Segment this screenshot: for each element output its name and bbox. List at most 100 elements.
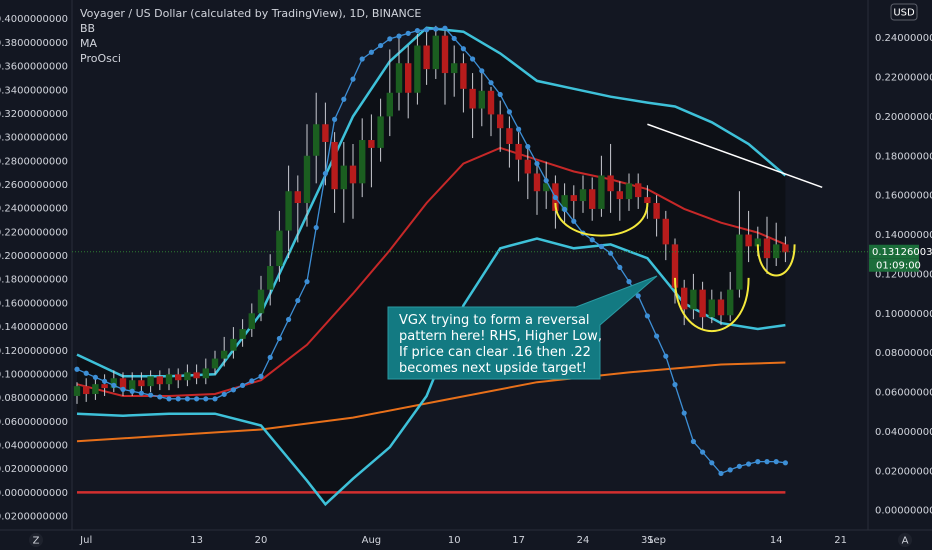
legend-item-prososci[interactable]: ProOsci bbox=[80, 52, 121, 65]
candle[interactable] bbox=[699, 281, 706, 330]
candle[interactable] bbox=[119, 372, 127, 396]
candle[interactable] bbox=[414, 33, 421, 105]
right-price-axis[interactable]: 0.24000000 0.22000000 0.20000000 0.18000000… bbox=[875, 33, 932, 517]
callout-note[interactable]: VGX trying to form a reversal pattern he… bbox=[387, 275, 658, 380]
candle[interactable] bbox=[230, 327, 237, 359]
candle[interactable] bbox=[432, 25, 439, 79]
candle[interactable] bbox=[276, 210, 283, 282]
candle[interactable] bbox=[331, 132, 338, 213]
prososci-dot bbox=[525, 144, 531, 150]
candle[interactable] bbox=[147, 370, 154, 393]
candle[interactable] bbox=[101, 374, 108, 396]
candle[interactable] bbox=[616, 181, 623, 221]
candle[interactable] bbox=[717, 291, 725, 326]
prososci-dot bbox=[497, 91, 503, 98]
candle-body bbox=[395, 63, 403, 93]
drawing-annotations[interactable] bbox=[554, 123, 823, 332]
candle[interactable] bbox=[248, 303, 255, 337]
candle[interactable] bbox=[138, 372, 145, 393]
candle[interactable] bbox=[515, 132, 522, 182]
candle[interactable] bbox=[570, 185, 577, 219]
candle[interactable] bbox=[607, 143, 614, 213]
prososci-dot bbox=[249, 378, 255, 384]
prososci-dot bbox=[460, 46, 466, 52]
candle[interactable] bbox=[681, 279, 688, 326]
candle[interactable] bbox=[83, 378, 90, 402]
legend-item-bb[interactable]: BB bbox=[80, 22, 95, 35]
candle[interactable] bbox=[202, 358, 209, 385]
right-shoulder-arc[interactable] bbox=[756, 244, 796, 277]
candle[interactable] bbox=[294, 175, 301, 243]
candle[interactable] bbox=[708, 289, 715, 324]
left-tick-label: 0.2400000000 bbox=[0, 204, 68, 215]
resistance-trendline[interactable] bbox=[647, 123, 823, 188]
candle[interactable] bbox=[441, 29, 449, 105]
candle[interactable] bbox=[644, 185, 651, 219]
candle[interactable] bbox=[460, 53, 467, 113]
legend-item-ma[interactable]: MA bbox=[80, 37, 97, 50]
candle[interactable] bbox=[478, 73, 485, 127]
candle[interactable] bbox=[349, 143, 357, 219]
candle[interactable] bbox=[662, 210, 669, 261]
candle[interactable] bbox=[257, 275, 265, 322]
candle[interactable] bbox=[175, 368, 182, 389]
candle[interactable] bbox=[690, 273, 697, 320]
candle[interactable] bbox=[267, 254, 274, 306]
candle[interactable] bbox=[451, 45, 458, 97]
candle[interactable] bbox=[469, 73, 476, 139]
candle[interactable] bbox=[395, 33, 403, 111]
auto-scale-icon[interactable]: A bbox=[898, 533, 912, 547]
candle[interactable] bbox=[635, 173, 642, 209]
candle[interactable] bbox=[156, 370, 163, 391]
candle[interactable] bbox=[543, 161, 550, 209]
candle-body bbox=[331, 141, 338, 190]
candle[interactable] bbox=[727, 271, 734, 322]
candle[interactable] bbox=[377, 98, 384, 162]
candle[interactable] bbox=[598, 155, 605, 217]
candle[interactable] bbox=[579, 175, 587, 213]
candle[interactable] bbox=[745, 210, 752, 263]
candle[interactable] bbox=[423, 29, 430, 85]
candle[interactable] bbox=[487, 86, 495, 137]
candle[interactable] bbox=[497, 100, 504, 152]
currency-badge[interactable]: USD bbox=[890, 3, 918, 21]
candle[interactable] bbox=[773, 222, 780, 267]
candle[interactable] bbox=[285, 165, 292, 259]
candle[interactable] bbox=[313, 92, 320, 184]
left-price-axis[interactable]: 0.4000000000 0.3800000000 0.3600000000 0.34… bbox=[0, 14, 68, 522]
candle[interactable] bbox=[506, 116, 513, 168]
candle[interactable] bbox=[92, 376, 99, 400]
candle[interactable] bbox=[625, 173, 633, 211]
candle[interactable] bbox=[359, 118, 366, 198]
head-arc[interactable] bbox=[674, 277, 750, 332]
candlesticks[interactable] bbox=[73, 25, 789, 404]
candle[interactable] bbox=[303, 124, 311, 227]
candle-body bbox=[138, 380, 145, 387]
candle[interactable] bbox=[524, 147, 531, 200]
candle[interactable] bbox=[386, 49, 393, 137]
candle[interactable] bbox=[736, 191, 743, 298]
timezone-z-icon[interactable]: Z bbox=[29, 533, 43, 547]
candle[interactable] bbox=[211, 350, 219, 375]
left-shoulder-arc[interactable] bbox=[554, 202, 649, 237]
candle[interactable] bbox=[193, 364, 200, 385]
candle-body bbox=[717, 299, 725, 316]
candle[interactable] bbox=[73, 382, 81, 404]
candle[interactable] bbox=[533, 165, 541, 215]
candle[interactable] bbox=[405, 45, 412, 119]
candle[interactable] bbox=[340, 141, 347, 223]
candle[interactable] bbox=[165, 368, 173, 391]
candle[interactable] bbox=[763, 216, 771, 274]
candle[interactable] bbox=[184, 364, 191, 387]
candle[interactable] bbox=[782, 236, 789, 263]
candle[interactable] bbox=[239, 319, 246, 347]
candle[interactable] bbox=[653, 195, 660, 237]
candle[interactable] bbox=[589, 177, 596, 221]
prososci-dot bbox=[534, 160, 540, 167]
candle[interactable] bbox=[368, 114, 375, 188]
candle[interactable] bbox=[221, 336, 228, 367]
candle[interactable] bbox=[671, 238, 679, 304]
candle[interactable] bbox=[561, 183, 568, 223]
